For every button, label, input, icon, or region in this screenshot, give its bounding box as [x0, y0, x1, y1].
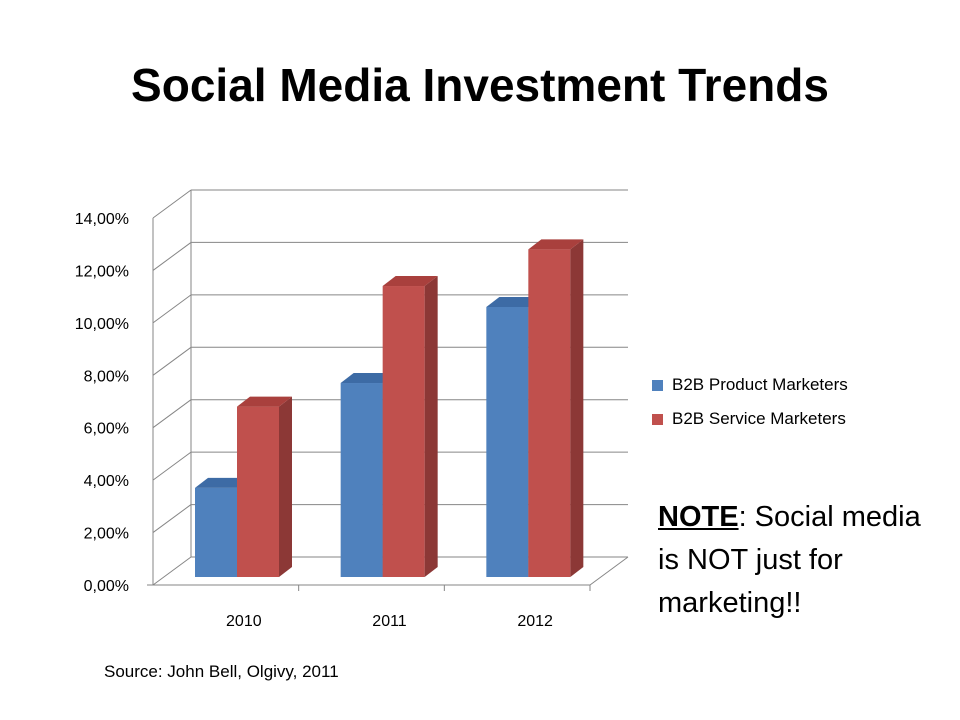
y-tick-label: 12,00% — [75, 263, 129, 280]
gridline-depth — [152, 294, 192, 324]
bar-side — [424, 276, 438, 577]
chart-bars — [195, 239, 584, 578]
bar-0-2 — [486, 306, 529, 577]
gridline-depth — [152, 189, 192, 219]
x-tick-label: 2012 — [517, 613, 553, 630]
chart-labels: 0,00% 2,00% 4,00% 6,00% 8,00% 10,00% 12,00% 14,… — [75, 211, 553, 630]
y-tick-label: 6,00% — [84, 421, 129, 438]
legend-item-service: B2B Service Marketers — [652, 408, 848, 430]
bar-0-1 — [340, 383, 383, 577]
bar-top — [237, 396, 292, 407]
gridline-depth — [152, 451, 192, 481]
bar-top — [486, 296, 542, 307]
note-body: : Social media is NOT just for marketing… — [658, 501, 921, 619]
bar-side — [279, 396, 292, 577]
legend-swatch-service — [652, 413, 663, 425]
legend-item-product: B2B Product Marketers — [652, 374, 848, 396]
gridline-depth — [152, 556, 192, 586]
y-tick-label: 0,00% — [84, 578, 129, 595]
source-citation: Source: John Bell, Olgivy, 2011 — [104, 662, 339, 681]
bar-top — [382, 276, 438, 287]
y-tick-label: 10,00% — [75, 316, 129, 333]
legend-label-product: B2B Product Marketers — [672, 375, 848, 394]
gridline-depth — [152, 346, 192, 376]
bar-1-0 — [237, 406, 279, 577]
chart-axes — [147, 190, 629, 591]
x-tick-label: 2010 — [226, 613, 262, 630]
note-label: NOTE — [658, 501, 739, 533]
y-tick-label: 2,00% — [84, 526, 129, 543]
floor-edge — [589, 556, 629, 586]
y-tick-label: 8,00% — [84, 368, 129, 385]
bar-top — [528, 239, 584, 250]
bar-0-0 — [195, 487, 237, 577]
legend-swatch-product — [652, 379, 663, 391]
x-tick-label: 2011 — [372, 613, 407, 630]
legend-label-service: B2B Service Marketers — [672, 409, 846, 428]
gridline-depth — [152, 504, 192, 533]
y-tick-label: 14,00% — [75, 211, 129, 228]
bar-1-1 — [382, 286, 425, 577]
bar-top — [340, 373, 396, 384]
bar-side — [570, 239, 584, 578]
gridline-depth — [152, 399, 192, 429]
bar-top — [195, 477, 250, 488]
bar-1-2 — [528, 249, 571, 578]
gridline-depth — [152, 242, 192, 271]
note-text: NOTE: Social media is NOT just for marke… — [658, 496, 938, 625]
slide-title: Social Media Investment Trends — [131, 59, 829, 111]
chart-legend: B2B Product Marketers B2B Service Market… — [652, 374, 848, 442]
y-tick-label: 4,00% — [84, 473, 129, 490]
